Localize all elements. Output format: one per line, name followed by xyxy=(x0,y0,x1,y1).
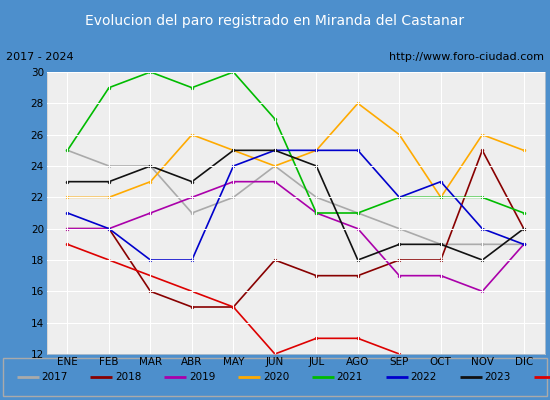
Text: 2022: 2022 xyxy=(410,372,437,382)
Text: 2019: 2019 xyxy=(189,372,216,382)
Text: 2023: 2023 xyxy=(485,372,511,382)
Text: http://www.foro-ciudad.com: http://www.foro-ciudad.com xyxy=(389,52,544,62)
Text: 2020: 2020 xyxy=(263,372,289,382)
Text: 2017: 2017 xyxy=(41,372,68,382)
Text: 2021: 2021 xyxy=(337,372,363,382)
Text: 2017 - 2024: 2017 - 2024 xyxy=(6,52,73,62)
Text: 2018: 2018 xyxy=(115,372,141,382)
Text: Evolucion del paro registrado en Miranda del Castanar: Evolucion del paro registrado en Miranda… xyxy=(85,14,465,28)
